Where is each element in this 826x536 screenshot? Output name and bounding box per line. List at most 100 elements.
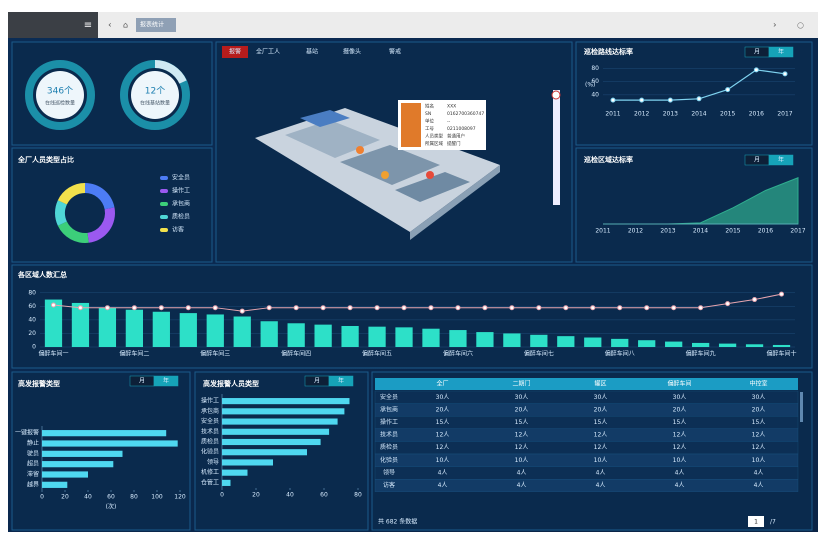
map-marker[interactable]: [426, 171, 434, 179]
map-tab[interactable]: 警戒: [389, 48, 401, 56]
y-tick-label: 技术员: [201, 427, 219, 435]
y-tick-label: 领导: [207, 458, 219, 466]
toggle-label[interactable]: 年: [338, 377, 344, 385]
bar: [179, 313, 197, 347]
map-tab[interactable]: 报警: [229, 48, 241, 56]
table-cell: 4人: [596, 482, 606, 489]
bar: [222, 479, 231, 486]
card-value: 提醒门: [447, 140, 461, 147]
toggle-label[interactable]: 月: [139, 378, 145, 385]
map-tab-active[interactable]: [222, 46, 248, 58]
toggle-button[interactable]: [768, 46, 794, 58]
card-key: 工号: [425, 126, 434, 132]
point: [374, 305, 380, 311]
chart-title: 巡检路线达标率: [584, 47, 633, 56]
y-tick-label: 质检员: [201, 438, 219, 446]
table-cell: 4人: [675, 482, 685, 489]
tab[interactable]: [136, 18, 176, 32]
x-tick-label: 2011: [605, 111, 620, 118]
y-tick-label: 80: [591, 65, 599, 72]
map-tab[interactable]: 基站: [306, 48, 318, 56]
gauge-rest: [154, 60, 187, 84]
table-cell: 12人: [436, 444, 450, 451]
close-button[interactable]: ○: [797, 21, 804, 30]
next-button[interactable]: ›: [773, 21, 777, 31]
table-row: [374, 479, 799, 492]
x-tick-label: 2012: [634, 111, 649, 118]
map-marker[interactable]: [381, 171, 389, 179]
bar: [44, 299, 63, 347]
bar: [42, 430, 167, 437]
point: [782, 71, 788, 77]
x-tick-label: 偏醉车间一: [38, 350, 68, 358]
gauge-value: 12个: [145, 86, 165, 97]
x-tick-label: 偏醉车间九: [686, 350, 716, 358]
x-tick-label: 0: [40, 494, 44, 501]
table-cell: 4人: [438, 482, 448, 489]
x-tick-label: 2014: [691, 111, 706, 118]
x-tick-label: 2011: [595, 228, 610, 235]
pie-slice: [85, 183, 115, 210]
toggle-button[interactable]: [328, 375, 354, 387]
point: [158, 305, 164, 311]
card-value: XXX: [447, 104, 456, 110]
bar: [222, 428, 330, 435]
page-current[interactable]: 1: [754, 519, 758, 526]
table-cell: 12人: [673, 432, 687, 439]
toggle-label[interactable]: 月: [754, 49, 760, 56]
toggle-label[interactable]: 年: [163, 377, 169, 385]
y-tick-label: 60: [591, 78, 599, 85]
map-tab[interactable]: 摄像头: [343, 48, 361, 56]
x-tick-label: 80: [354, 492, 362, 499]
map-compass[interactable]: [551, 90, 561, 100]
chart-title: 巡检区域达标率: [584, 155, 633, 164]
table-cell: 12人: [594, 444, 608, 451]
x-tick-label: 20: [252, 492, 260, 499]
table-cell: 20人: [515, 406, 529, 413]
x-tick-label: 0: [220, 492, 224, 499]
toggle-button[interactable]: [768, 154, 794, 166]
home-button[interactable]: ⌂: [123, 21, 128, 30]
table-cell: 20人: [673, 406, 687, 413]
toggle-button[interactable]: [153, 375, 179, 387]
y-tick-label: 越界: [27, 480, 39, 488]
table-cell: 承包商: [380, 405, 398, 413]
legend-label: 安全员: [172, 174, 190, 182]
tab-label: 报表统计: [140, 21, 164, 29]
map-marker[interactable]: [356, 146, 364, 154]
x-tick-label: 偏醉车间二: [119, 350, 149, 358]
page-box[interactable]: [748, 516, 764, 527]
gauge-value: 346个: [47, 86, 73, 97]
bar: [287, 323, 305, 347]
info-photo: [401, 103, 421, 147]
bar: [530, 334, 548, 347]
x-tick-label: 2013: [663, 111, 678, 118]
legend-swatch: [160, 202, 168, 206]
point: [401, 305, 407, 311]
table-cell: 化验员: [380, 456, 398, 464]
toggle-label[interactable]: 年: [778, 48, 784, 56]
bar: [395, 327, 413, 347]
menu-icon[interactable]: ≡: [84, 20, 92, 31]
toggle-label[interactable]: 年: [778, 156, 784, 164]
table-cell: 4人: [675, 469, 685, 476]
point: [644, 305, 650, 311]
menu-block: [8, 12, 98, 38]
x-tick-label: 40: [286, 492, 294, 499]
table-cell: 访客: [383, 481, 395, 489]
legend-swatch: [160, 189, 168, 193]
table-cell: 4人: [754, 469, 764, 476]
gauge-face: [131, 71, 179, 119]
toggle-label[interactable]: 月: [754, 157, 760, 164]
column-header: 全厂: [436, 380, 448, 388]
bar: [233, 316, 251, 347]
gauge-face: [36, 71, 84, 119]
point: [131, 305, 137, 311]
toggle-label[interactable]: 月: [314, 378, 320, 385]
table-cell: 12人: [752, 444, 766, 451]
y-tick-label: 滞留: [27, 470, 39, 478]
table-cell: 20人: [594, 406, 608, 413]
map-tab[interactable]: 全厂工人: [256, 48, 280, 56]
back-button[interactable]: ‹: [108, 21, 112, 31]
